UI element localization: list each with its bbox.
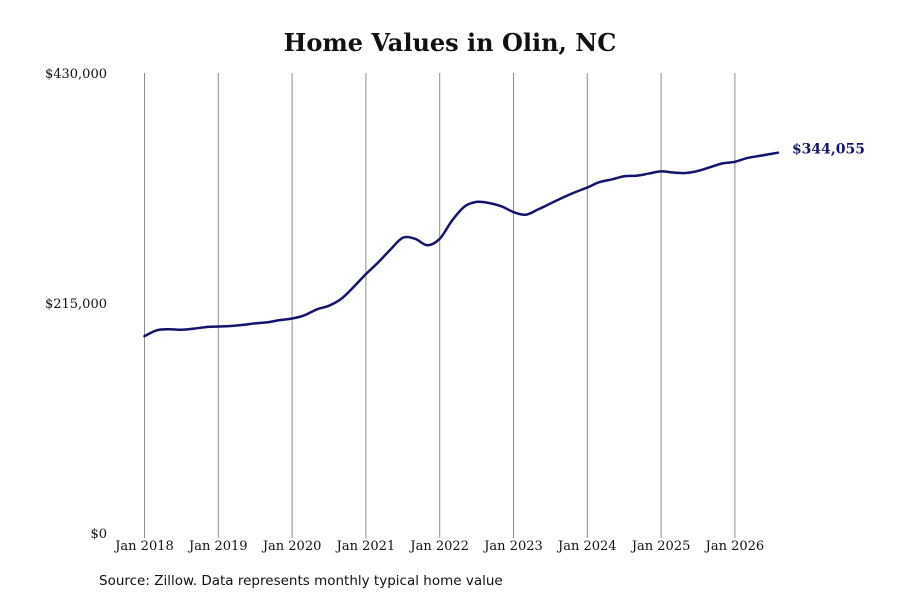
end-labels: $344,055 xyxy=(792,142,865,158)
home-value-line xyxy=(143,151,780,338)
y-axis-ticks: $0 $215,000 $430,000 xyxy=(45,67,107,542)
y-tick-label: $215,000 xyxy=(45,297,107,312)
x-tick-label: Jan 2022 xyxy=(408,539,469,554)
y-tick-label: $430,000 xyxy=(45,67,107,82)
x-tick-label: Jan 2023 xyxy=(482,539,543,554)
source-note: Source: Zillow. Data represents monthly … xyxy=(99,573,503,589)
x-tick-label: Jan 2021 xyxy=(335,539,396,554)
x-axis-ticks: Jan 2018 Jan 2019 Jan 2020 Jan 2021 Jan 2022… xyxy=(113,539,764,554)
x-tick-label: Jan 2026 xyxy=(704,539,765,554)
x-tick-label: Jan 2025 xyxy=(630,539,691,554)
x-tick-label: Jan 2024 xyxy=(556,539,617,554)
x-tick-label: Jan 2018 xyxy=(113,539,174,554)
series-lines xyxy=(143,151,780,338)
chart-title: Home Values in Olin, NC xyxy=(283,28,617,57)
end-value-label: $344,055 xyxy=(792,142,865,158)
grid-lines xyxy=(144,73,736,538)
x-tick-label: Jan 2019 xyxy=(187,539,248,554)
x-tick-label: Jan 2020 xyxy=(261,539,322,554)
y-tick-label: $0 xyxy=(90,527,107,542)
